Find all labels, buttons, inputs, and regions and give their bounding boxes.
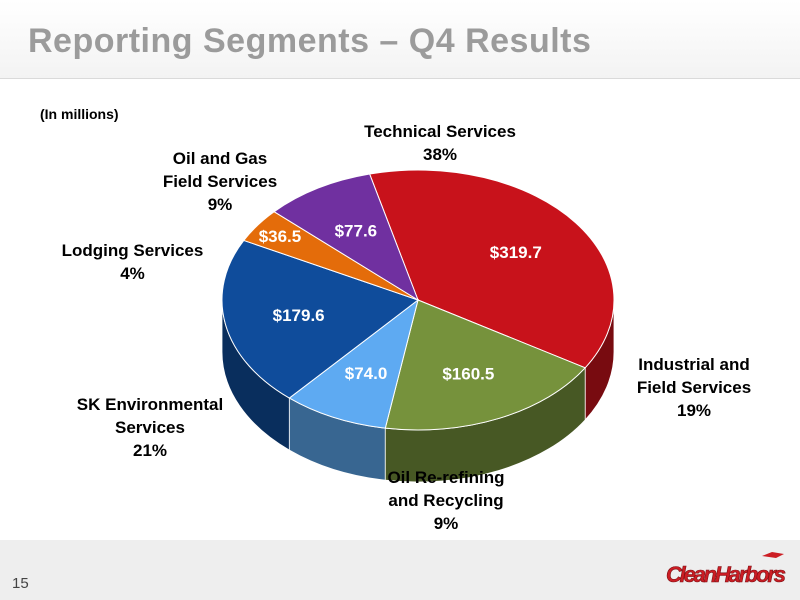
- pie-value-industrial: $160.5: [442, 364, 494, 383]
- pie-tops: [221, 169, 615, 431]
- pie-slice-sk: [221, 239, 420, 399]
- pie-slice-technical: [368, 169, 615, 369]
- page-number: 15: [12, 575, 29, 592]
- label-technical-percent: 38%: [422, 145, 458, 164]
- label-oilgas-name-1: Oil and Gas: [172, 149, 268, 168]
- pie-chart: $319.7 $160.5 $74.0 $179.6 $36.5 $77.6: [221, 169, 615, 483]
- label-oilgas-name-2: Field Services: [162, 172, 278, 191]
- pie-value-technical: $319.7: [490, 243, 542, 262]
- units-note: (In millions): [40, 106, 119, 122]
- pie-slice-industrial: [384, 299, 587, 431]
- footer-band: [0, 540, 800, 600]
- pie-values: $319.7 $160.5 $74.0 $179.6 $36.5 $77.6: [259, 222, 542, 384]
- pie-value-sk: $179.6: [273, 306, 325, 325]
- label-technical-name-1: Technical Services: [364, 122, 516, 141]
- clean-harbors-logo: CleanHarbors: [666, 552, 786, 587]
- label-rerefining-name-2: and Recycling: [388, 491, 504, 510]
- label-lodging-name-1: Lodging Services: [61, 241, 204, 260]
- label-sk-percent: 21%: [132, 441, 168, 460]
- title-bar: Reporting Segments – Q4 Results: [0, 0, 800, 79]
- label-sk-name-2: Services: [115, 418, 185, 437]
- pie-value-oilgas: $77.6: [335, 222, 378, 241]
- logo-text: CleanHarbors: [666, 562, 786, 587]
- label-oilgas-percent: 9%: [207, 195, 233, 214]
- label-industrial-percent: 19%: [676, 401, 712, 420]
- label-lodging-services: Lodging Services 4%: [40, 239, 225, 285]
- pie-value-rerefining: $74.0: [345, 364, 388, 383]
- label-oil-rerefining: Oil Re-refining and Recycling 9%: [356, 466, 536, 535]
- label-oil-gas-field-services: Oil and Gas Field Services 9%: [140, 147, 300, 216]
- pie-slice-oilgas: [273, 173, 419, 302]
- label-sk-name-1: SK Environmental: [76, 395, 224, 414]
- slide-title: Reporting Segments – Q4 Results: [28, 22, 592, 60]
- pie-slice-rerefining: [288, 298, 419, 429]
- label-lodging-percent: 4%: [120, 264, 145, 283]
- label-sk-environmental: SK Environmental Services 21%: [55, 393, 245, 462]
- label-rerefining-percent: 9%: [433, 514, 459, 533]
- label-industrial-name-2: Field Services: [636, 378, 752, 397]
- label-technical-services: Technical Services 38%: [330, 120, 550, 166]
- label-industrial-name-1: Industrial and: [638, 355, 750, 374]
- pie-sides: [221, 299, 615, 483]
- pie-value-lodging: $36.5: [259, 227, 302, 246]
- label-rerefining-name-1: Oil Re-refining: [387, 468, 505, 487]
- label-industrial-field-services: Industrial and Field Services 19%: [614, 353, 774, 422]
